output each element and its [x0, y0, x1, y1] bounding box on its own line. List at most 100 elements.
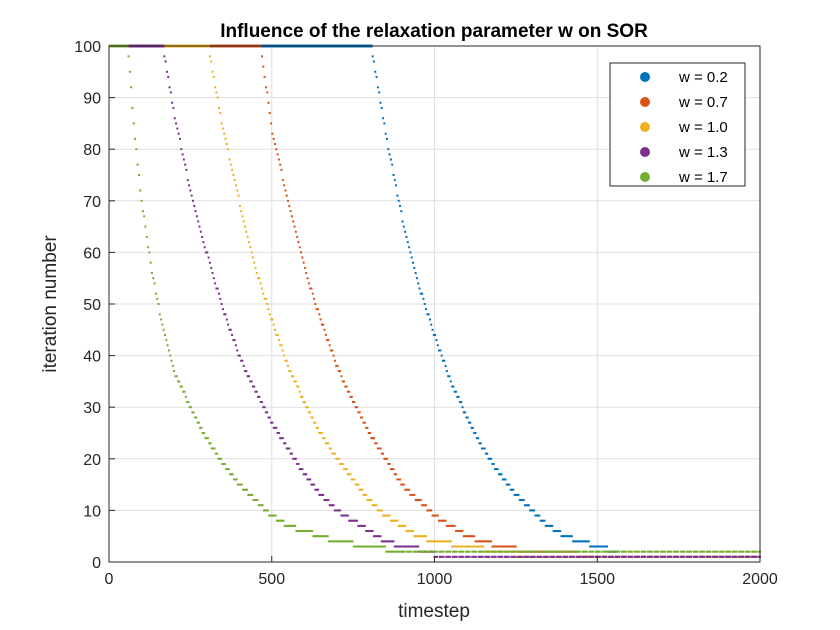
data-point — [485, 555, 488, 558]
data-point — [624, 555, 627, 558]
data-point — [474, 540, 477, 543]
data-point — [443, 519, 446, 522]
data-point — [620, 555, 623, 558]
data-point — [186, 179, 189, 182]
data-point — [188, 184, 191, 187]
y-tick-label: 20 — [83, 452, 101, 469]
data-point — [465, 535, 468, 538]
data-point — [236, 483, 239, 486]
data-point — [417, 545, 420, 548]
data-point — [596, 550, 599, 553]
data-point — [520, 550, 523, 553]
data-point — [384, 545, 387, 548]
data-point — [559, 555, 562, 558]
data-point — [689, 550, 692, 553]
data-point — [614, 550, 617, 553]
data-point — [267, 101, 270, 104]
data-point — [588, 550, 591, 553]
data-point — [357, 483, 360, 486]
data-point — [422, 535, 425, 538]
data-point — [178, 380, 181, 383]
data-point — [667, 555, 670, 558]
data-point — [267, 416, 270, 419]
data-point — [374, 545, 377, 548]
data-point — [607, 550, 610, 553]
data-point — [511, 555, 514, 558]
data-point — [260, 401, 263, 404]
data-point — [451, 524, 454, 527]
data-point — [482, 447, 485, 450]
data-point — [440, 555, 443, 558]
data-point — [401, 220, 404, 223]
data-point — [306, 277, 309, 280]
data-point — [171, 364, 174, 367]
data-point — [253, 499, 256, 502]
data-point — [497, 545, 500, 548]
data-point — [598, 555, 601, 558]
data-point — [594, 545, 597, 548]
data-point — [475, 437, 478, 440]
data-point — [150, 272, 153, 275]
data-point — [483, 540, 486, 543]
data-point — [464, 545, 467, 548]
data-point — [234, 344, 237, 347]
data-point — [557, 550, 560, 553]
data-point — [402, 545, 405, 548]
data-point — [285, 447, 288, 450]
data-point — [375, 504, 378, 507]
data-point — [388, 462, 391, 465]
data-point — [400, 524, 403, 527]
data-point — [307, 282, 310, 285]
data-point — [453, 550, 456, 553]
data-point — [447, 375, 450, 378]
data-point — [535, 514, 538, 517]
data-point — [469, 545, 472, 548]
data-point — [719, 550, 722, 553]
data-point — [376, 447, 379, 450]
data-point — [191, 199, 194, 202]
data-point — [488, 555, 491, 558]
data-point — [507, 555, 510, 558]
data-point — [595, 545, 598, 548]
data-point — [752, 555, 755, 558]
data-point — [294, 230, 297, 233]
data-point — [313, 421, 316, 424]
data-point — [466, 555, 469, 558]
data-point — [512, 555, 515, 558]
data-point — [263, 75, 266, 78]
data-point — [518, 550, 521, 553]
data-point — [392, 174, 395, 176]
data-point — [329, 540, 332, 543]
data-point — [316, 426, 319, 429]
data-point — [544, 550, 547, 553]
data-point — [228, 158, 231, 161]
data-point — [402, 225, 405, 228]
data-point — [466, 416, 469, 419]
data-point — [302, 401, 305, 404]
data-point — [214, 86, 217, 89]
data-point — [326, 535, 329, 538]
data-point — [389, 550, 392, 553]
data-point — [189, 189, 192, 192]
data-point — [507, 550, 510, 553]
data-point — [494, 468, 497, 471]
data-point — [431, 540, 434, 543]
data-point — [361, 524, 364, 527]
data-point — [246, 488, 249, 491]
data-point — [563, 555, 566, 558]
data-point — [454, 390, 457, 393]
data-point — [147, 246, 150, 249]
data-point — [636, 555, 639, 558]
data-point — [445, 555, 448, 558]
data-point — [518, 499, 521, 502]
data-point — [531, 550, 534, 553]
y-tick-label: 10 — [83, 503, 101, 520]
data-point — [396, 545, 399, 548]
data-point — [257, 504, 260, 507]
data-point — [326, 442, 329, 445]
data-point — [565, 555, 568, 558]
data-point — [341, 462, 344, 465]
data-point — [242, 488, 245, 491]
data-point — [184, 163, 187, 166]
data-point — [388, 514, 391, 517]
